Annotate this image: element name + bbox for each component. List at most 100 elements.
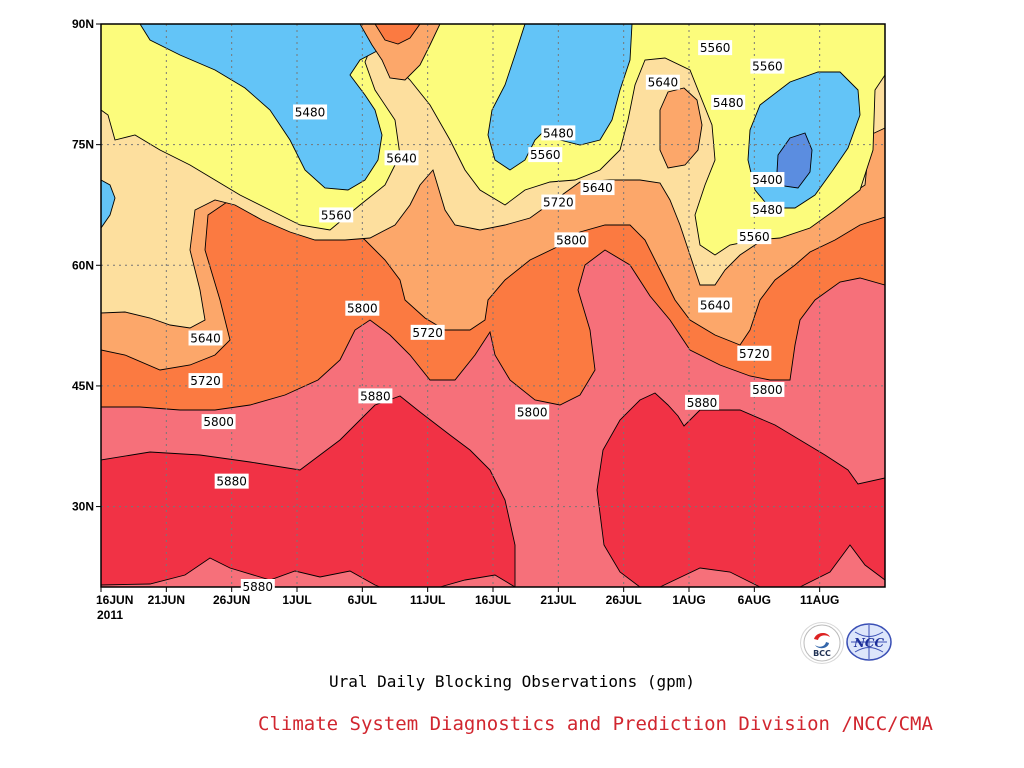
ncc-logo: NCC (845, 622, 893, 662)
credit-line: Climate System Diagnostics and Predictio… (258, 713, 933, 735)
contour-label-bg (685, 394, 720, 410)
contour-label: 5400 (750, 172, 785, 188)
x-tick-label: 21JUL (540, 593, 576, 607)
contour-label-text: 5400 (752, 173, 783, 187)
contour-label-bg (580, 180, 615, 196)
y-tick-label: 60N (72, 258, 94, 272)
contour-label: 5480 (541, 125, 576, 141)
ncc-logo-mark: NCC (846, 623, 892, 661)
contour-label: 5720 (541, 194, 576, 210)
contour-label-bg (645, 74, 680, 90)
x-tick-label: 21JUN (148, 593, 185, 607)
contour-label-text: 5560 (530, 148, 561, 162)
contour-label: 5560 (319, 207, 354, 223)
contour-label-bg (711, 94, 746, 110)
x-axis: 16JUN 21JUN 26JUN 1JUL 6JUL 11JUL 16JUL 21JUL 26… (96, 587, 839, 607)
grid (101, 24, 885, 587)
contour-label: 5640 (645, 74, 680, 90)
contour-label-bg (240, 579, 275, 594)
contour-chart: 16JUN 21JUN 26JUN 1JUL 6JUL 11JUL 16JUL 21JUL 26… (72, 17, 886, 622)
contour-label-bg (698, 297, 733, 313)
contour-label-text: 5880 (243, 580, 274, 594)
x-tick-label: 11JUL (410, 593, 445, 607)
contour-label-bg (737, 345, 772, 361)
contour-label-text: 5720 (739, 347, 770, 361)
contour-label-bg (528, 147, 563, 163)
y-tick-label: 30N (72, 500, 94, 514)
contour-label: 5800 (515, 404, 550, 420)
contour-label-bg (737, 229, 772, 245)
x-tick-label: 16JUN (96, 593, 133, 607)
region-5400-5480-b (487, 23, 633, 171)
contour-label-text: 5800 (752, 383, 783, 397)
contour-label-bg (293, 104, 328, 120)
contour-label: 5560 (528, 147, 563, 163)
x-year-label: 2011 (97, 608, 123, 622)
x-tick-label: 26JUL (606, 593, 642, 607)
contour-label-text: 5720 (543, 196, 574, 210)
x-tick-label: 16JUL (475, 593, 511, 607)
contour-label: 5720 (188, 373, 223, 389)
contour-label-text: 5720 (412, 326, 443, 340)
contour-label-text: 5480 (543, 126, 574, 140)
x-tick-label: 1AUG (672, 593, 705, 607)
y-tick-label: 45N (72, 379, 94, 393)
contour-label-bg (188, 373, 223, 389)
contour-label: 5800 (345, 300, 380, 316)
contour-label-text: 5800 (203, 415, 234, 429)
contour-label-text: 5560 (739, 230, 770, 244)
x-tick-label: 6AUG (738, 593, 771, 607)
contour-label-text: 5880 (687, 396, 718, 410)
contour-label-bg (358, 388, 393, 404)
contour-label-text: 5640 (648, 76, 679, 90)
contour-label-text: 5560 (700, 41, 731, 55)
y-tick-label: 90N (72, 17, 94, 31)
x-tick-label: 6JUL (348, 593, 377, 607)
chart-title: Ural Daily Blocking Observations (gpm) (328, 672, 696, 691)
contour-label-text: 5640 (190, 331, 221, 345)
bcc-logo-text: BCC (813, 649, 831, 658)
contour-label-bg (188, 330, 223, 346)
contour-label: 5720 (410, 324, 445, 340)
x-tick-label: 26JUN (213, 593, 250, 607)
contour-label: 5640 (384, 150, 419, 166)
contour-label: 5640 (698, 297, 733, 313)
contour-label: 5480 (293, 104, 328, 120)
x-tick-label: 11AUG (800, 593, 839, 607)
contour-labels: 5480 5560 5640 5560 5480 5480 5560 5640 5640 5400… (188, 40, 785, 594)
contour-label: 5560 (750, 58, 785, 74)
contour-label-text: 5800 (347, 302, 378, 316)
contour-label: 5720 (737, 345, 772, 361)
contour-label: 5800 (201, 414, 236, 430)
contour-label: 5560 (737, 229, 772, 245)
contour-label: 5880 (685, 394, 720, 410)
contour-label-bg (345, 300, 380, 316)
contour-label-text: 5480 (295, 105, 326, 119)
contour-label-bg (750, 58, 785, 74)
contour-label-text: 5800 (517, 405, 548, 419)
contour-label-bg (750, 172, 785, 188)
contour-label: 5480 (711, 94, 746, 110)
contour-label: 5640 (580, 180, 615, 196)
contour-label-bg (541, 194, 576, 210)
contour-label: 5880 (358, 388, 393, 404)
contour-label-text: 5880 (360, 389, 391, 403)
contour-label-text: 5640 (582, 181, 613, 195)
y-axis: 90N 75N 60N 45N 30N (72, 17, 101, 514)
contour-label-bg (201, 414, 236, 430)
x-tick-label: 1JUL (282, 593, 311, 607)
contour-label-bg (554, 232, 589, 248)
contour-label-bg (750, 381, 785, 397)
y-tick-label: 75N (72, 138, 94, 152)
contour-label-text: 5720 (190, 374, 221, 388)
contour-label: 5800 (750, 381, 785, 397)
contour-label-bg (319, 207, 354, 223)
contour-label-bg (750, 201, 785, 217)
contour-label-text: 5800 (556, 233, 587, 247)
contour-label-text: 5640 (700, 299, 731, 313)
contour-label-text: 5560 (752, 60, 783, 74)
contour-label-bg (384, 150, 419, 166)
contour-label-bg (214, 473, 249, 489)
contour-label: 5800 (554, 232, 589, 248)
contour-label-bg (698, 40, 733, 56)
